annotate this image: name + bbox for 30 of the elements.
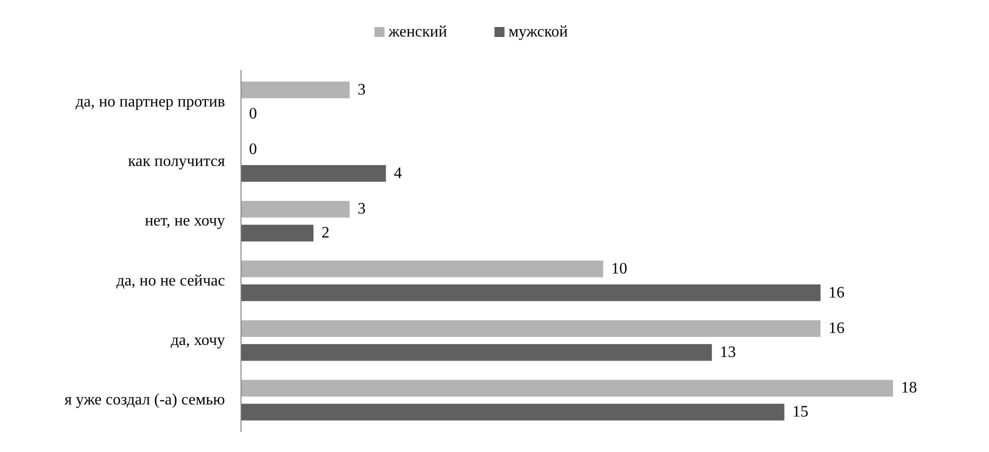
bar <box>241 82 350 98</box>
y-tick-label: нет, не хочу <box>144 212 225 230</box>
y-tick-label: как получится <box>128 153 226 170</box>
bar <box>241 165 386 182</box>
data-label: 16 <box>828 284 845 302</box>
bar <box>241 344 712 361</box>
y-tick-label: да, но не сейчас <box>116 272 225 290</box>
data-label: 4 <box>394 164 402 182</box>
data-label: 10 <box>611 260 628 278</box>
data-label: 2 <box>321 224 330 242</box>
data-label: 16 <box>828 320 845 338</box>
data-label: 3 <box>358 200 366 218</box>
data-label: 13 <box>720 344 736 361</box>
legend-label: мужской <box>508 24 568 40</box>
bar <box>241 380 893 397</box>
y-tick-label: я уже создал (-а) семью <box>64 392 226 409</box>
bar <box>241 224 314 242</box>
bar <box>241 200 350 218</box>
data-label: 0 <box>249 105 257 122</box>
y-tick-label: да, хочу <box>170 332 225 349</box>
data-label: 0 <box>249 141 257 158</box>
data-label: 18 <box>901 380 917 397</box>
bar <box>241 404 784 420</box>
data-label: 15 <box>792 404 808 421</box>
bar <box>241 320 821 337</box>
data-label: 3 <box>358 81 366 98</box>
bar <box>241 260 604 278</box>
bar <box>241 284 821 302</box>
legend-label: женский <box>388 24 448 40</box>
y-tick-label: да, но партнер против <box>76 93 226 110</box>
